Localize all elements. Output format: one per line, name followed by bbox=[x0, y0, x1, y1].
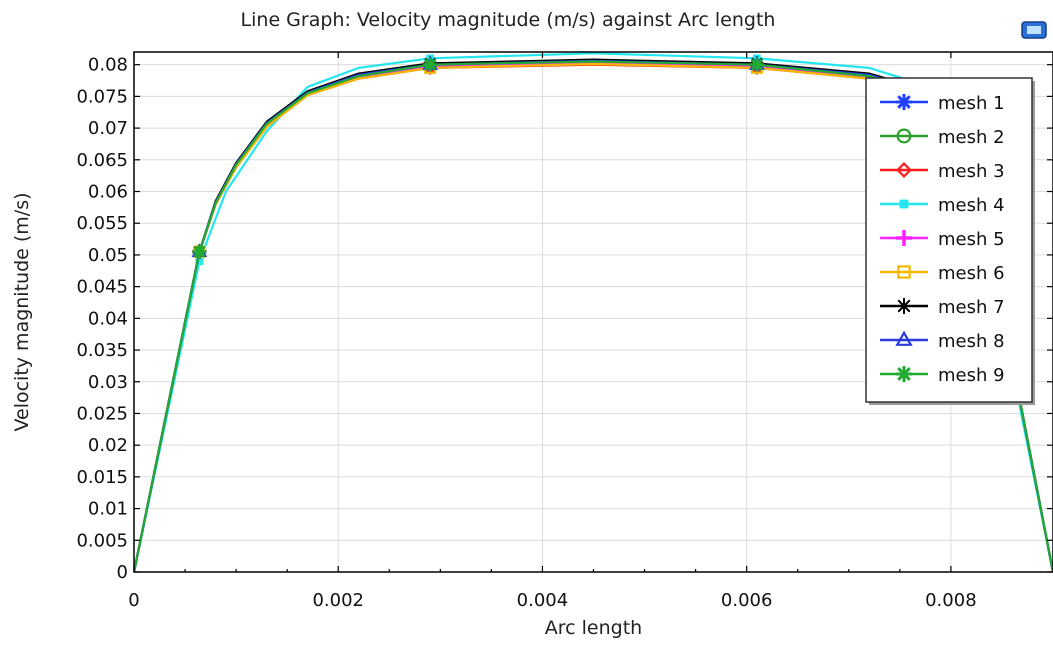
y-tick-label: 0.08 bbox=[88, 55, 128, 76]
data-point-marker bbox=[896, 162, 912, 178]
x-tick-label: 0.002 bbox=[312, 590, 364, 611]
y-tick-label: 0.045 bbox=[76, 277, 128, 298]
plot-window-icon[interactable] bbox=[1021, 21, 1047, 39]
data-point-marker bbox=[192, 244, 207, 259]
y-tick-label: 0.035 bbox=[76, 340, 128, 361]
y-tick-label: 0.065 bbox=[76, 150, 128, 171]
legend-entry-label: mesh 6 bbox=[938, 263, 1005, 284]
data-point-marker bbox=[896, 366, 912, 382]
y-tick-label: 0.03 bbox=[88, 372, 128, 393]
chart-title: Line Graph: Velocity magnitude (m/s) aga… bbox=[241, 9, 776, 31]
data-point-marker bbox=[896, 128, 912, 144]
y-axis-label: Velocity magnitude (m/s) bbox=[11, 192, 33, 431]
y-tick-label: 0.025 bbox=[76, 403, 128, 424]
legend-entry-label: mesh 3 bbox=[938, 161, 1005, 182]
y-tick-label: 0.01 bbox=[88, 499, 128, 520]
x-tick-label: 0.006 bbox=[721, 590, 773, 611]
data-point-marker bbox=[899, 199, 909, 209]
y-tick-label: 0.005 bbox=[76, 530, 128, 551]
legend-entry-label: mesh 5 bbox=[938, 229, 1005, 250]
y-tick-label: 0.06 bbox=[88, 182, 128, 203]
y-tick-label: 0.07 bbox=[88, 118, 128, 139]
legend-entry-label: mesh 7 bbox=[938, 297, 1005, 318]
x-tick-label: 0 bbox=[128, 590, 139, 611]
legend-entry-label: mesh 2 bbox=[938, 127, 1005, 148]
data-point-marker bbox=[896, 298, 912, 314]
data-point-marker bbox=[896, 94, 912, 110]
legend-entry-label: mesh 8 bbox=[938, 331, 1005, 352]
data-point-marker bbox=[195, 257, 204, 266]
y-tick-label: 0.055 bbox=[76, 213, 128, 234]
data-point-marker bbox=[896, 230, 912, 246]
y-tick-label: 0.015 bbox=[76, 467, 128, 488]
y-tick-label: 0.075 bbox=[76, 86, 128, 107]
legend-entry-label: mesh 4 bbox=[938, 195, 1005, 216]
x-tick-label: 0.008 bbox=[925, 590, 977, 611]
legend-entry-label: mesh 9 bbox=[938, 365, 1005, 386]
legend: mesh 1 mesh 2 mesh 3 mesh 4 mesh 5 mesh 6 mesh… bbox=[865, 77, 1035, 405]
data-point-marker bbox=[897, 265, 911, 279]
data-point-marker bbox=[423, 57, 438, 72]
legend-entry-label: mesh 1 bbox=[938, 93, 1005, 114]
y-tick-label: 0.04 bbox=[88, 308, 128, 329]
data-point-marker bbox=[749, 57, 764, 72]
x-axis-label: Arc length bbox=[545, 617, 642, 639]
legend-box bbox=[865, 77, 1033, 403]
data-point-marker bbox=[895, 330, 913, 346]
y-tick-label: 0.05 bbox=[88, 245, 128, 266]
axis-ticks: 0 0.005 0.01 0.015 0.02 0.025 0.03 0.035 0.04 0.0… bbox=[76, 52, 1053, 611]
y-tick-label: 0 bbox=[117, 562, 128, 583]
y-tick-label: 0.02 bbox=[88, 435, 128, 456]
x-tick-label: 0.004 bbox=[517, 590, 569, 611]
